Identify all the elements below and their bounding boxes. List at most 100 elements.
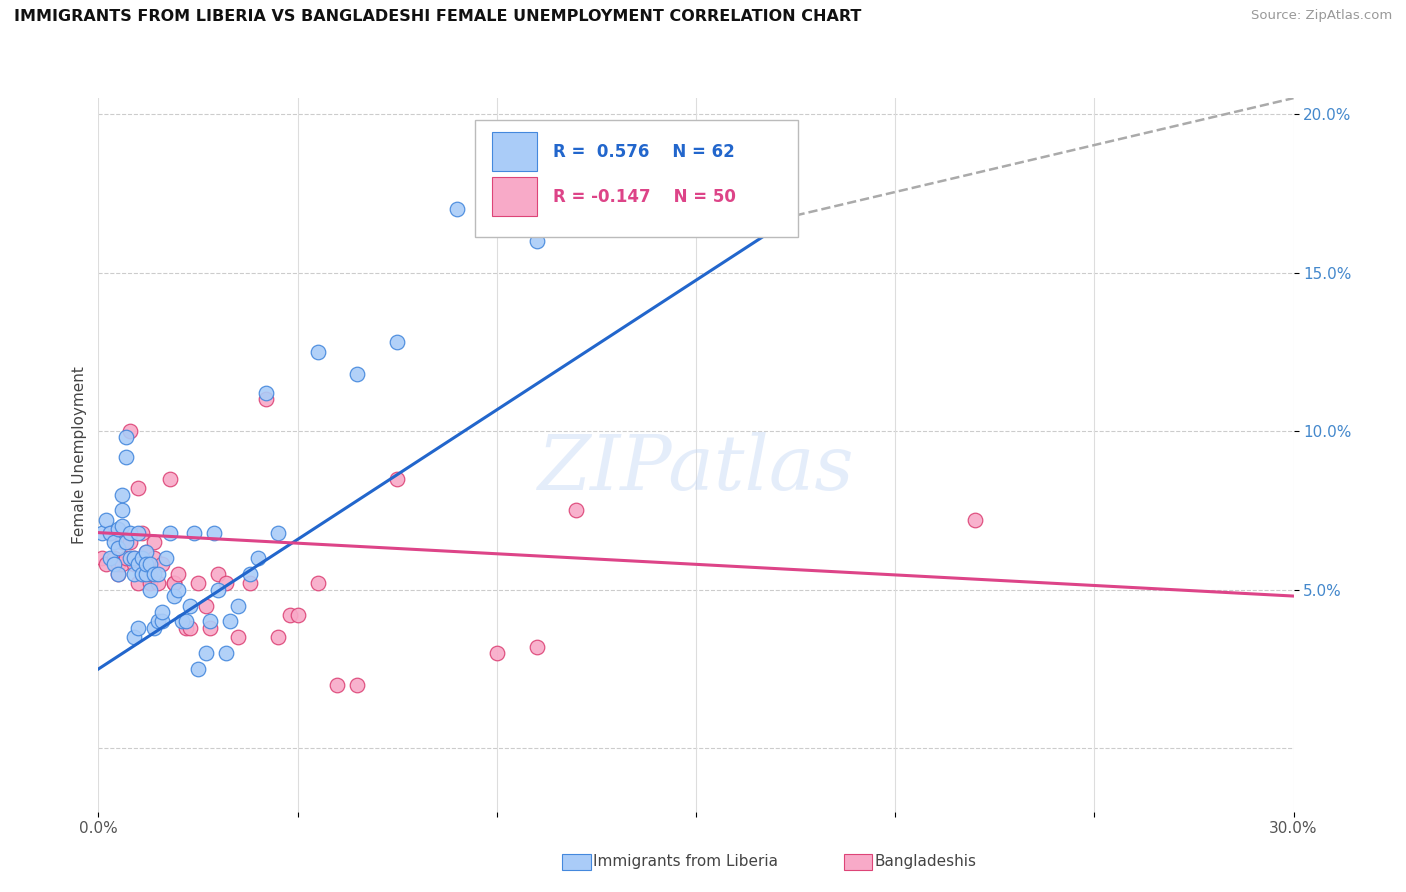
Text: Source: ZipAtlas.com: Source: ZipAtlas.com (1251, 9, 1392, 22)
Point (131, 525, 153, 540)
Point (163, 589, 186, 603)
Point (98, 525, 122, 540)
Point (96, 558, 118, 572)
Point (202, 525, 225, 540)
Point (155, 551, 177, 566)
Point (215, 576, 238, 591)
Point (103, 551, 125, 566)
Point (183, 525, 205, 540)
Y-axis label: Female Unemployment: Female Unemployment (72, 366, 87, 544)
Point (565, 503, 588, 517)
Point (226, 630, 249, 644)
Point (107, 558, 129, 572)
Point (446, 202, 468, 216)
Point (187, 576, 209, 591)
Point (111, 558, 134, 572)
Point (98, 525, 122, 540)
Point (107, 566, 129, 581)
Bar (475, 120, 797, 237)
Point (135, 544, 157, 558)
Point (115, 450, 138, 464)
Point (115, 551, 138, 566)
Point (385, 335, 409, 350)
Point (131, 551, 153, 566)
Point (198, 615, 221, 629)
Text: Bangladeshis: Bangladeshis (875, 855, 977, 869)
Point (124, 630, 146, 644)
Point (219, 615, 242, 629)
Point (159, 525, 181, 540)
Point (526, 640, 548, 654)
Point (246, 551, 269, 566)
Point (124, 551, 146, 566)
Point (103, 558, 125, 572)
Point (346, 678, 368, 692)
Point (207, 582, 229, 597)
Point (127, 576, 149, 591)
Point (143, 566, 166, 581)
Text: R = -0.147    N = 50: R = -0.147 N = 50 (553, 187, 735, 205)
Point (127, 525, 149, 540)
Point (267, 525, 290, 540)
Point (346, 367, 368, 381)
Point (124, 566, 146, 581)
Point (124, 558, 146, 572)
Point (127, 481, 149, 495)
Point (111, 519, 134, 533)
Point (120, 525, 142, 540)
Point (135, 558, 157, 572)
Point (187, 662, 209, 676)
Point (179, 599, 201, 613)
Point (307, 576, 329, 591)
Point (124, 551, 146, 566)
Point (107, 566, 129, 581)
Point (963, 513, 986, 527)
Point (139, 558, 162, 572)
Point (287, 608, 309, 623)
Point (150, 605, 173, 619)
Point (120, 535, 142, 549)
Point (526, 234, 548, 248)
Point (148, 566, 170, 581)
Text: Immigrants from Liberia: Immigrants from Liberia (593, 855, 779, 869)
Point (111, 535, 134, 549)
Point (207, 566, 229, 581)
Text: ZIPatlas: ZIPatlas (537, 433, 855, 506)
Bar (492, 177, 537, 216)
Point (131, 566, 153, 581)
Point (167, 566, 190, 581)
Point (198, 621, 221, 635)
Point (120, 424, 142, 438)
Point (148, 576, 170, 591)
Point (139, 582, 162, 597)
Point (135, 566, 157, 581)
Point (115, 430, 138, 444)
Point (103, 535, 125, 549)
Point (174, 621, 197, 635)
Point (485, 646, 508, 660)
Point (215, 646, 238, 660)
Point (194, 599, 218, 613)
Point (239, 576, 262, 591)
Point (267, 630, 290, 644)
Point (163, 576, 186, 591)
Point (135, 558, 157, 572)
Point (239, 566, 262, 581)
Point (120, 551, 142, 566)
Point (91, 525, 114, 540)
Point (131, 558, 153, 572)
Point (226, 599, 249, 613)
Point (107, 541, 129, 556)
Point (254, 392, 277, 407)
Point (127, 621, 149, 635)
Point (111, 487, 134, 501)
Point (98, 551, 122, 566)
Point (172, 615, 194, 629)
Point (139, 576, 162, 591)
Point (148, 615, 170, 629)
Point (150, 558, 173, 572)
Point (179, 621, 201, 635)
Point (115, 535, 138, 549)
Point (111, 503, 134, 517)
Point (174, 615, 197, 629)
